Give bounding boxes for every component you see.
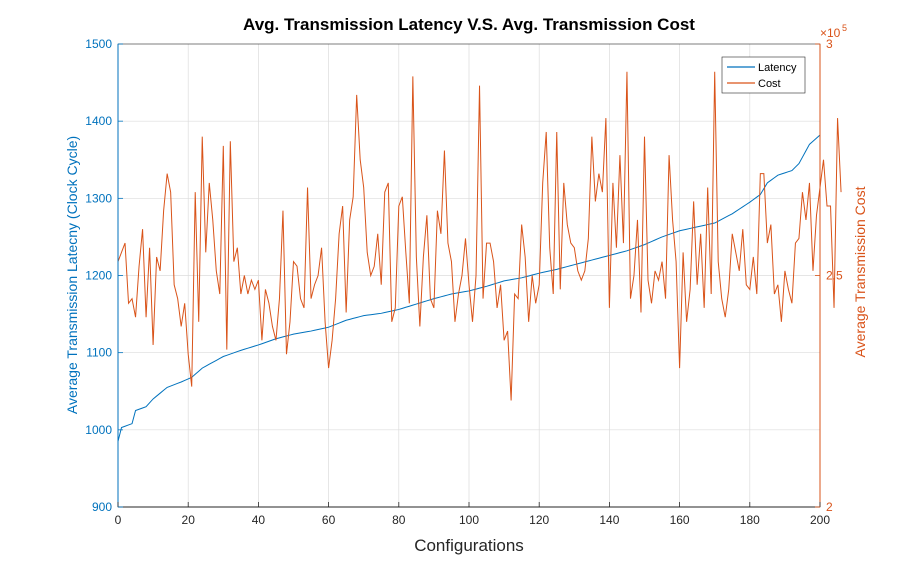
- right-axis-exponent: ×10 5: [820, 23, 847, 40]
- grid: [118, 44, 820, 507]
- exponent-power: 5: [842, 23, 847, 33]
- y-left-tick-label: 1500: [85, 37, 112, 51]
- y-left-tick-label: 1100: [86, 346, 112, 360]
- y-right-tick-label: 2: [826, 500, 833, 514]
- legend-label-latency: Latency: [758, 62, 797, 74]
- series-line-cost: [117, 71, 842, 401]
- x-tick-label: 100: [459, 513, 479, 527]
- chart-title: Avg. Transmission Latency V.S. Avg. Tran…: [243, 15, 695, 34]
- x-tick-label: 80: [392, 513, 406, 527]
- y-left-tick-label: 1400: [85, 114, 112, 128]
- y-axis-label-left: Average Transmission Latecny (Clock Cycl…: [64, 136, 80, 414]
- x-tick-label: 0: [115, 513, 122, 527]
- x-tick-label: 160: [670, 513, 690, 527]
- y-left-tick-label: 1300: [85, 191, 112, 205]
- x-tick-label: 180: [740, 513, 760, 527]
- y-left-tick-label: 1000: [85, 423, 112, 437]
- y-left-tick-label: 900: [92, 500, 112, 514]
- y-right-tick-label: 2.5: [826, 269, 843, 283]
- x-tick-label: 200: [810, 513, 830, 527]
- ticks: 0 20 40 60 80 100 120 140 160 180 200 900 1000 1100 12…: [85, 37, 843, 527]
- y-left-tick-label: 1200: [85, 269, 112, 283]
- series-layer: [117, 71, 842, 442]
- series-line-latency: [117, 134, 821, 442]
- x-tick-label: 40: [252, 513, 266, 527]
- x-tick-label: 120: [529, 513, 549, 527]
- x-tick-label: 60: [322, 513, 336, 527]
- legend-box: [721, 56, 806, 94]
- x-tick-label: 20: [182, 513, 196, 527]
- y-right-tick-label: 3: [826, 37, 833, 51]
- x-axis-label: Configurations: [414, 536, 524, 555]
- y-axis-label-right: Average Transmission Cost: [852, 186, 868, 357]
- exponent-base: ×10: [820, 26, 841, 40]
- legend-label-cost: Cost: [758, 78, 781, 90]
- x-tick-label: 140: [599, 513, 619, 527]
- legend: Latency Cost: [721, 56, 806, 94]
